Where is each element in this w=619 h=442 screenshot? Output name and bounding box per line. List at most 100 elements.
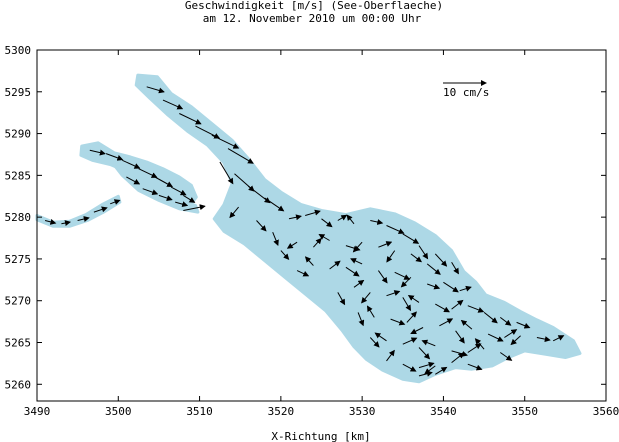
y-tick-label: 5285 — [5, 169, 32, 182]
velocity-arrow — [361, 292, 371, 304]
velocity-arrow — [418, 361, 435, 369]
velocity-arrow — [366, 305, 375, 318]
velocity-arrow — [406, 311, 417, 323]
velocity-arrow — [357, 312, 365, 327]
x-tick-label: 3540 — [430, 405, 457, 418]
velocity-arrow — [93, 206, 108, 213]
velocity-arrow — [337, 292, 346, 306]
x-axis: 3490 3500 3510 3520 3530 3540 3550 3560 — [24, 50, 619, 418]
velocity-arrow — [288, 214, 302, 221]
velocity-arrow — [459, 285, 472, 292]
velocity-arrow — [418, 245, 429, 260]
velocity-arrow — [467, 363, 483, 371]
velocity-arrow — [374, 332, 387, 342]
y-tick-label: 5290 — [5, 128, 32, 141]
reference-label: 10 cm/s — [443, 86, 489, 99]
velocity-arrow — [61, 220, 71, 227]
reference-vector-key: 10 cm/s — [443, 80, 489, 99]
velocity-arrow — [443, 281, 459, 293]
velocity-arrow — [195, 125, 221, 139]
velocity-arrow — [219, 161, 234, 185]
velocity-arrow — [467, 305, 485, 313]
y-tick-label: 5295 — [5, 86, 32, 99]
velocity-arrow — [321, 218, 333, 228]
velocity-arrow — [183, 194, 196, 203]
velocity-arrow — [439, 318, 454, 327]
velocity-arrow — [386, 250, 396, 263]
velocity-arrow — [435, 303, 450, 313]
velocity-arrow — [170, 186, 187, 196]
velocity-arrow — [346, 214, 355, 225]
velocity-arrow — [296, 270, 310, 277]
velocity-arrow — [44, 218, 57, 225]
velocity-arrow — [499, 317, 512, 326]
velocity-arrow — [467, 343, 482, 353]
velocity-arrow — [264, 197, 285, 212]
velocity-arrow — [500, 352, 513, 361]
velocity-arrow — [146, 86, 165, 94]
y-tick-label: 5270 — [5, 295, 32, 308]
velocity-arrow — [370, 219, 384, 225]
velocity-arrow — [421, 339, 436, 347]
velocity-arrow — [142, 188, 159, 196]
velocity-arrow — [110, 199, 121, 205]
velocity-arrow — [483, 312, 498, 324]
velocity-arrow — [89, 149, 106, 156]
velocity-arrow — [211, 134, 240, 149]
velocity-arrow — [504, 329, 518, 338]
velocity-arrow — [337, 214, 348, 221]
x-tick-label: 3560 — [593, 405, 619, 418]
velocity-arrow — [350, 258, 363, 265]
velocity-arrow — [313, 237, 322, 248]
x-tick-label: 3500 — [105, 405, 132, 418]
velocity-arrow — [516, 321, 531, 329]
velocity-arrow — [402, 297, 412, 312]
y-tick-label: 5275 — [5, 253, 32, 266]
velocity-vectors — [44, 86, 565, 377]
velocity-arrow — [154, 176, 173, 187]
y-tick-label: 5300 — [5, 44, 32, 57]
velocity-arrow — [386, 349, 395, 362]
velocity-arrow — [179, 113, 202, 125]
velocity-arrow — [418, 347, 431, 360]
x-tick-label: 3510 — [186, 405, 213, 418]
velocity-arrow — [353, 279, 365, 288]
x-tick-label: 3530 — [349, 405, 376, 418]
velocity-arrow — [280, 250, 290, 260]
x-tick-label: 3520 — [268, 405, 295, 418]
velocity-arrow — [105, 153, 124, 161]
velocity-arrow — [256, 220, 267, 232]
velocity-arrow — [304, 256, 314, 266]
velocity-arrow — [407, 294, 420, 303]
velocity-arrow — [510, 335, 521, 346]
chart-subtitle: am 12. November 2010 um 00:00 Uhr — [203, 12, 422, 25]
velocity-arrow — [410, 253, 422, 263]
velocity-arrow — [229, 206, 239, 219]
velocity-arrow — [386, 225, 405, 234]
velocity-arrow — [460, 319, 473, 330]
velocity-arrow — [386, 290, 401, 297]
velocity-arrow — [418, 370, 433, 377]
velocity-arrow — [183, 204, 206, 211]
velocity-arrow — [426, 263, 441, 275]
velocity-arrow — [247, 185, 271, 204]
velocity-arrow — [402, 337, 418, 345]
lake-area — [35, 73, 582, 384]
y-tick-label: 5260 — [5, 378, 32, 391]
plot-frame — [36, 49, 607, 402]
velocity-arrow — [126, 176, 141, 185]
velocity-arrow — [369, 337, 380, 348]
y-axis: 5260 5265 5270 5275 5280 5285 5290 5295 5300 — [5, 44, 606, 391]
velocity-arrow — [427, 283, 441, 290]
velocity-arrow — [377, 270, 388, 284]
y-tick-label: 5265 — [5, 337, 32, 350]
lake-main-basin — [134, 73, 582, 384]
velocity-arrow — [318, 233, 330, 241]
velocity-arrow — [434, 253, 448, 267]
velocity-arrow — [162, 99, 184, 110]
velocity-arrow — [390, 318, 406, 326]
velocity-arrow — [286, 241, 298, 249]
velocity-arrow — [455, 330, 465, 344]
x-tick-label: 3490 — [24, 405, 51, 418]
velocity-arrow — [400, 276, 412, 288]
